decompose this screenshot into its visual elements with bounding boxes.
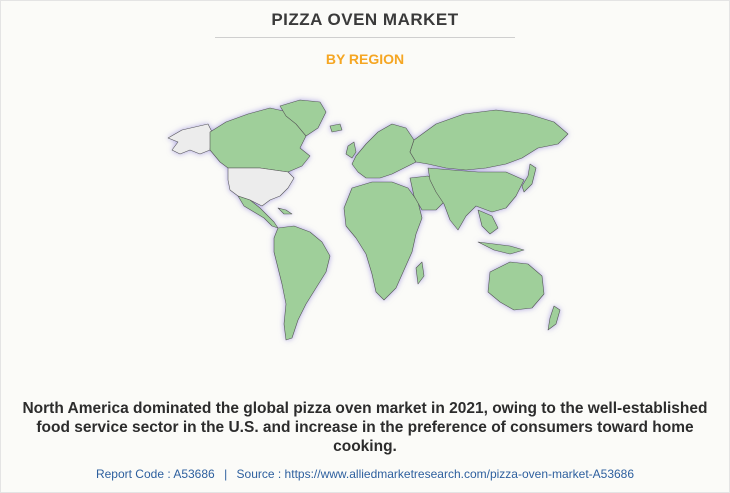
alaska-shape xyxy=(167,123,213,155)
usa-shape xyxy=(227,167,295,207)
japan-shape xyxy=(521,163,537,193)
region-africa-middle-east xyxy=(343,175,447,301)
page-subtitle: BY REGION xyxy=(325,51,405,67)
africa-shape xyxy=(343,181,423,301)
report-code: Report Code : A53686 xyxy=(95,467,215,481)
world-map xyxy=(160,92,575,352)
europe-shape xyxy=(351,123,417,179)
south-america-shape xyxy=(273,225,331,341)
key-finding-caption: North America dominated the global pizza… xyxy=(22,400,708,455)
china-india-shape xyxy=(427,167,525,231)
footer-separator: | xyxy=(224,467,228,481)
region-asia-pacific xyxy=(409,109,569,331)
title-divider xyxy=(215,37,515,38)
region-north-america xyxy=(167,99,327,229)
australia-shape xyxy=(487,261,545,311)
madagascar-shape xyxy=(415,261,425,285)
source-link[interactable]: Source : https://www.alliedmarketresearc… xyxy=(236,467,635,481)
russia-asia-shape xyxy=(409,109,569,171)
region-south-america xyxy=(273,225,331,341)
page-title: PIZZA OVEN MARKET xyxy=(271,10,459,29)
world-map-svg xyxy=(167,99,569,341)
indonesia-shape xyxy=(477,241,525,255)
canada-shape xyxy=(209,107,311,173)
source-footer: Report Code : A53686 | Source : https://… xyxy=(0,467,730,481)
greenland-shape xyxy=(279,99,327,137)
caribbean-shape xyxy=(277,207,293,215)
uk-shape xyxy=(345,141,357,159)
region-europe xyxy=(329,123,417,179)
new-zealand-shape xyxy=(547,305,561,331)
southeast-asia-shape xyxy=(477,209,499,235)
iceland-shape xyxy=(329,123,343,133)
